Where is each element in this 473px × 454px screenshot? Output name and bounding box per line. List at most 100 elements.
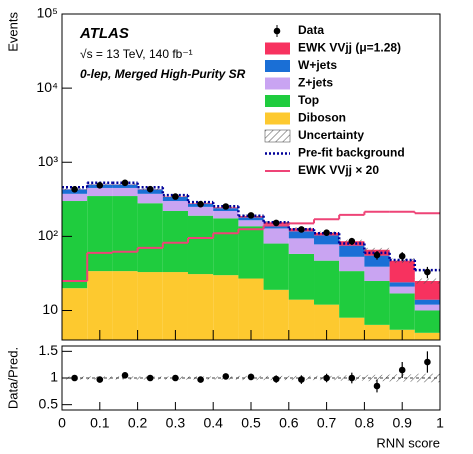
- stack-bar: [288, 231, 315, 239]
- stack-bar: [364, 324, 390, 340]
- ratio-y-label: Data/Pred.: [5, 347, 20, 409]
- data-point: [121, 179, 129, 187]
- stack-bar: [389, 260, 415, 283]
- legend-label: Diboson: [298, 111, 346, 125]
- stack-bar: [364, 266, 390, 282]
- ratio-point: [197, 376, 204, 383]
- stack-bar: [389, 293, 415, 330]
- stack-bar: [238, 226, 264, 279]
- x-tick-label: 0.4: [203, 415, 223, 431]
- legend-label: EWK VVjj (μ=1.28): [298, 41, 401, 55]
- ratio-point: [272, 375, 280, 383]
- y-axis-label: Events: [5, 12, 20, 52]
- stack-bar: [389, 286, 415, 294]
- x-tick-label: 0.7: [317, 415, 337, 431]
- ratio-point: [71, 374, 78, 382]
- x-tick-label: 0.8: [355, 415, 375, 431]
- y-tick-label: 10⁴: [36, 79, 58, 95]
- ratio-point: [373, 382, 381, 390]
- legend-label: Uncertainty: [298, 128, 364, 142]
- x-tick-label: 0.5: [241, 415, 261, 431]
- ratio-point: [96, 376, 104, 383]
- legend-label: W+jets: [298, 58, 337, 72]
- stack-bar: [187, 215, 214, 275]
- experiment-label: ATLAS: [79, 25, 129, 42]
- stack-bar: [137, 203, 163, 273]
- ratio-point: [424, 358, 431, 366]
- y-tick-label: 10⁵: [37, 5, 58, 21]
- stack-bar: [339, 256, 365, 272]
- x-tick-label: 1: [436, 415, 444, 431]
- ratio-point: [172, 374, 179, 382]
- stack-bar: [263, 243, 289, 290]
- ratio-point: [298, 376, 305, 383]
- legend-swatch: [265, 95, 290, 107]
- stack-bar: [414, 281, 440, 300]
- stack-bar: [62, 201, 88, 289]
- stack-bar: [263, 289, 289, 340]
- stack-bar: [238, 217, 264, 221]
- legend-swatch: [264, 129, 291, 143]
- stack-bar: [339, 271, 365, 318]
- stack-bar: [162, 210, 188, 273]
- ratio-point: [121, 372, 129, 379]
- x-tick-label: 0.3: [166, 415, 186, 431]
- y-tick-label: 10: [42, 301, 58, 317]
- stack-bar: [364, 281, 390, 325]
- ratio-point: [398, 366, 406, 374]
- legend-label: Top: [298, 93, 319, 107]
- stack-bar: [112, 187, 138, 197]
- stack-bar: [162, 201, 188, 211]
- data-point: [424, 268, 431, 276]
- stack-bar: [314, 244, 340, 261]
- y-tick-label: 0.5: [39, 395, 59, 411]
- stack-bar: [187, 274, 214, 340]
- stack-bar: [112, 184, 138, 188]
- data-point: [298, 226, 305, 233]
- data-point: [272, 219, 280, 227]
- x-tick-label: 0.6: [279, 415, 299, 431]
- stack-bar: [137, 193, 163, 204]
- data-point: [146, 185, 154, 193]
- stack-bar: [62, 193, 88, 202]
- ratio-point: [323, 374, 330, 382]
- stack-bar: [414, 332, 440, 340]
- x-tick-label: 0: [58, 415, 66, 431]
- stack-bar: [414, 310, 440, 333]
- stack-bar: [389, 282, 415, 287]
- stack-bar: [263, 228, 289, 244]
- legend-label: Pre-fit background: [298, 146, 405, 160]
- region-label: 0-lep, Merged High-Purity SR: [80, 67, 246, 81]
- stack-bar: [364, 255, 390, 267]
- x-tick-label: 0.9: [392, 415, 412, 431]
- ratio-point: [222, 373, 230, 380]
- y-tick-label: 10³: [38, 153, 59, 169]
- stack-bar: [112, 196, 138, 272]
- energy-label: √s = 13 TeV, 140 fb⁻¹: [80, 47, 193, 61]
- stack-bar: [414, 299, 440, 305]
- stack-bar: [314, 260, 340, 305]
- data-point: [373, 251, 381, 259]
- stack-bar: [112, 271, 138, 340]
- stack-bar: [314, 235, 340, 245]
- data-point: [172, 193, 179, 200]
- uncertainty-band: [414, 278, 440, 284]
- data-point: [71, 185, 78, 193]
- stack-bar: [213, 210, 239, 219]
- data-point: [247, 212, 255, 219]
- uncertainty-band: [364, 247, 390, 252]
- stack-bar: [87, 196, 113, 272]
- stack-bar: [288, 299, 315, 340]
- ratio-point: [348, 374, 356, 382]
- frame: [61, 345, 441, 411]
- y-tick-label: 1: [50, 369, 58, 385]
- stack-bar: [62, 288, 88, 340]
- y-tick-label: 10²: [38, 227, 59, 243]
- stack-bar: [137, 272, 163, 340]
- data-point: [222, 203, 230, 210]
- stack-bar: [238, 278, 264, 340]
- stack-bar: [87, 271, 113, 340]
- data-point: [348, 237, 356, 245]
- data-point: [197, 200, 204, 208]
